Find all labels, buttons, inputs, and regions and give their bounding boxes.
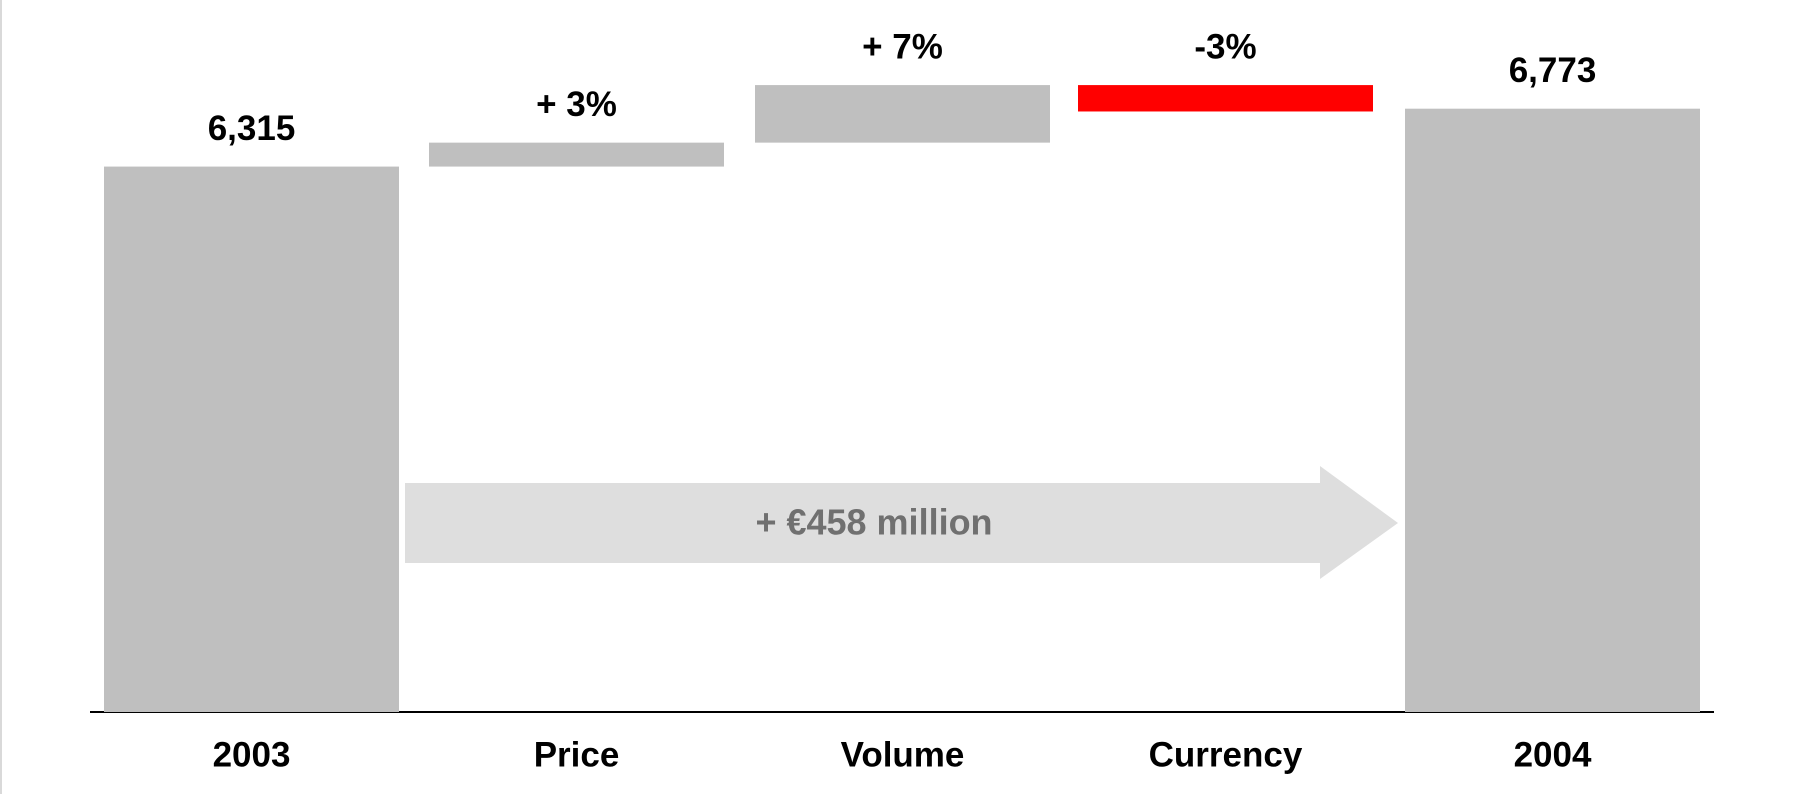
value-label: 6,773 [1509, 51, 1597, 90]
x-tick-label: Price [534, 735, 620, 774]
value-label: 6,315 [208, 109, 296, 148]
value-label: + 7% [862, 27, 943, 66]
value-label: -3% [1194, 27, 1256, 66]
bar [1405, 108, 1700, 712]
annotation: + €458 million [755, 502, 992, 543]
x-tick-label: Volume [841, 735, 965, 774]
x-tick-label: Currency [1149, 735, 1303, 774]
x-tick-label: 2003 [213, 735, 291, 774]
value-label: + 3% [536, 85, 617, 124]
bar [1078, 85, 1373, 112]
bar [755, 85, 1050, 143]
bar [429, 142, 724, 167]
summary-arrow [405, 466, 1398, 579]
x-tick-label: 2004 [1514, 735, 1592, 774]
bar [104, 166, 399, 713]
